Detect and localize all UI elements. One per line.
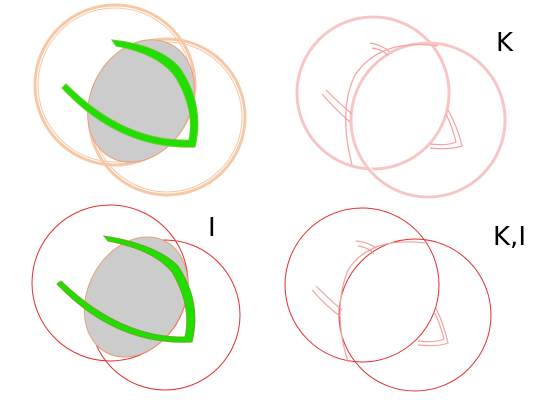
panel-label-ki: K,I [493, 222, 526, 252]
panel-k [295, 15, 507, 199]
k-left-circle-inner [298, 18, 448, 168]
k-right-circle-outer [349, 41, 507, 199]
ki-lens-outline [339, 241, 426, 363]
k-right-circle-inner [352, 44, 504, 196]
ki-left-circle [284, 207, 440, 363]
gray-lens [87, 39, 195, 163]
panel-ki [284, 207, 492, 392]
panel-i [31, 204, 241, 391]
panel-label-i: I [208, 213, 216, 243]
k-lens-outline [345, 44, 439, 166]
k-left-circle-outer [295, 15, 451, 171]
green-swoosh [61, 39, 199, 148]
i-green-swoosh [56, 235, 196, 343]
left-circle-outer [33, 3, 197, 167]
i-gray-lens [83, 236, 189, 358]
ki-right-circle [338, 238, 492, 392]
k-swoosh-outline [321, 42, 463, 150]
panel-original [33, 3, 247, 197]
ki-swoosh-outline [311, 240, 449, 347]
panel-label-k: K [496, 28, 514, 58]
